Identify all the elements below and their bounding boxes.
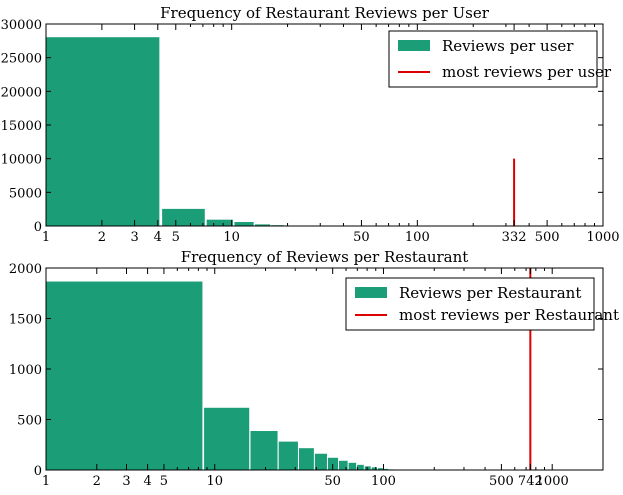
- x-tick-label: 1000: [536, 474, 569, 489]
- y-tick-label: 10000: [1, 153, 42, 168]
- y-tick-label: 0: [34, 220, 42, 235]
- x-tick-label: 5: [160, 474, 168, 489]
- legend-bar-swatch: [355, 287, 387, 298]
- histogram-bar: [277, 440, 299, 471]
- x-tick-label: 3: [130, 230, 138, 245]
- x-tick-label: 100: [405, 230, 430, 245]
- legend-label-series: Reviews per Restaurant: [399, 284, 581, 302]
- y-tick-label: 2000: [9, 262, 42, 277]
- x-tick-label: 1: [42, 230, 50, 245]
- chart-reviews-per-restaurant: Frequency of Reviews per Restaurant 0 500 1…: [9, 248, 619, 489]
- histogram-bar: [45, 36, 161, 227]
- x-tick-label: 742: [518, 474, 543, 489]
- x-tick-label: 50: [324, 474, 341, 489]
- histogram-bar: [347, 462, 357, 471]
- chart-reviews-per-user: Frequency of Restaurant Reviews per User…: [1, 4, 620, 245]
- x-tick-label: 100: [371, 474, 396, 489]
- y-tick-label: 1500: [9, 313, 42, 328]
- y-tick-label: 25000: [1, 52, 42, 67]
- y-tick-label: 5000: [9, 186, 42, 201]
- histogram-bar: [205, 218, 234, 227]
- x-tick-label: 4: [143, 474, 151, 489]
- x-tick-label: 332: [502, 230, 527, 245]
- x-tick-label: 10: [206, 474, 223, 489]
- histogram-bar: [298, 447, 315, 471]
- y-tick-label: 500: [17, 414, 42, 429]
- x-tick-label: 500: [489, 474, 514, 489]
- histogram-bar: [45, 280, 204, 471]
- histogram-bar: [203, 406, 251, 471]
- histogram-bar: [363, 465, 372, 471]
- x-tick-label: 4: [154, 230, 162, 245]
- x-tick-label: 500: [535, 230, 560, 245]
- y-tick-label: 0: [34, 464, 42, 479]
- legend-box: [345, 277, 595, 331]
- y-tick-label: 1000: [9, 363, 42, 378]
- x-tick-label: 2: [98, 230, 106, 245]
- x-tick-label: 10: [223, 230, 240, 245]
- x-tick-label: 1: [42, 474, 50, 489]
- histogram-bar: [161, 208, 206, 227]
- legend-bar-swatch: [398, 40, 430, 51]
- chart-title: Frequency of Restaurant Reviews per User: [160, 4, 490, 22]
- legend-label-series: Reviews per user: [442, 37, 574, 55]
- x-tick-label: 50: [353, 230, 370, 245]
- x-tick-label: 3: [122, 474, 130, 489]
- y-tick-label: 30000: [1, 18, 42, 33]
- y-tick-label: 15000: [1, 119, 42, 134]
- histogram-bar: [233, 221, 255, 227]
- legend-label-marker: most reviews per user: [442, 63, 612, 81]
- histogram-bar: [249, 430, 279, 471]
- chart-title: Frequency of Reviews per Restaurant: [181, 248, 469, 266]
- histogram-bar: [338, 460, 349, 471]
- x-tick-label: 5: [172, 230, 180, 245]
- y-tick-label: 20000: [1, 85, 42, 100]
- legend-label-marker: most reviews per Restaurant: [399, 306, 619, 324]
- x-tick-label: 2: [93, 474, 101, 489]
- x-tick-label: 1000: [586, 230, 619, 245]
